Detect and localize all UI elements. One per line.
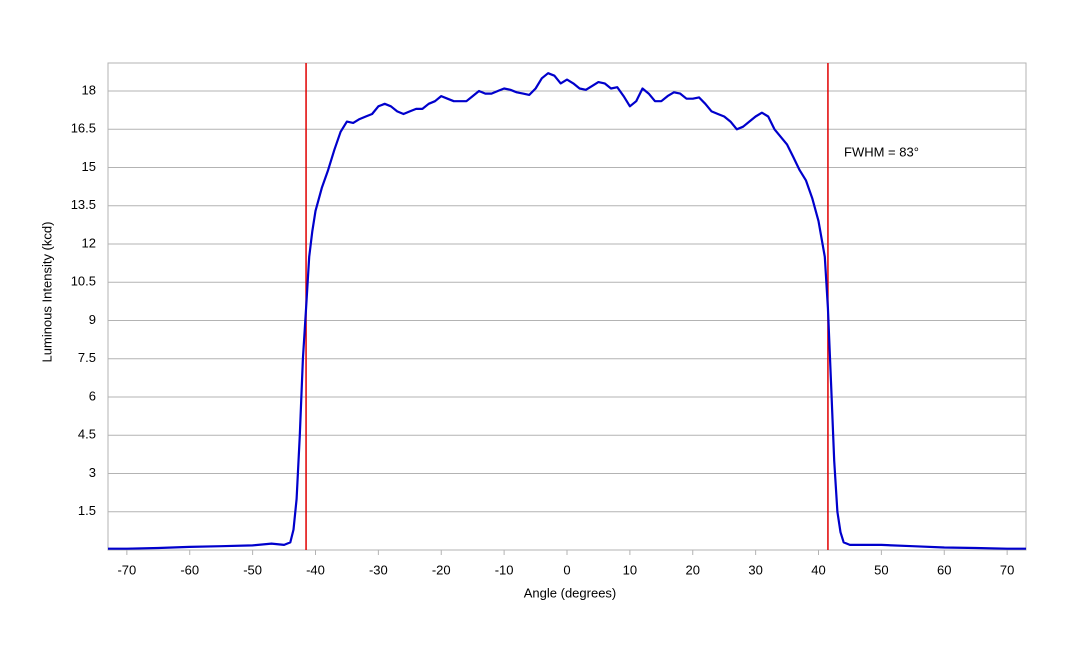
x-tick-label: 40 bbox=[811, 562, 825, 577]
x-tick-label: 30 bbox=[748, 562, 762, 577]
y-tick-label: 7.5 bbox=[78, 350, 96, 365]
annotation: FWHM = 83° bbox=[844, 144, 919, 159]
x-tick-label: -60 bbox=[180, 562, 199, 577]
y-tick-label: 4.5 bbox=[78, 427, 96, 442]
x-tick-label: -50 bbox=[243, 562, 262, 577]
y-tick-label: 9 bbox=[89, 312, 96, 327]
y-tick-label: 12 bbox=[82, 235, 96, 250]
y-tick-label: 18 bbox=[82, 82, 96, 97]
x-tick-label: 50 bbox=[874, 562, 888, 577]
x-tick-label: 10 bbox=[623, 562, 637, 577]
x-tick-label: 60 bbox=[937, 562, 951, 577]
y-tick-label: 3 bbox=[89, 465, 96, 480]
y-tick-label: 10.5 bbox=[71, 274, 96, 289]
x-tick-label: -30 bbox=[369, 562, 388, 577]
x-tick-label: 70 bbox=[1000, 562, 1014, 577]
x-tick-label: 20 bbox=[686, 562, 700, 577]
y-tick-label: 6 bbox=[89, 388, 96, 403]
x-tick-label: -70 bbox=[117, 562, 136, 577]
x-tick-label: -40 bbox=[306, 562, 325, 577]
data-line bbox=[108, 72, 1026, 550]
plot-frame bbox=[107, 62, 1027, 551]
x-axis-label: Angle (degrees) bbox=[524, 585, 617, 600]
y-tick-label: 16.5 bbox=[71, 121, 96, 136]
y-tick-label: 1.5 bbox=[78, 503, 96, 518]
x-tick-label: -10 bbox=[495, 562, 514, 577]
y-tick-label: 15 bbox=[82, 159, 96, 174]
y-tick-label: 13.5 bbox=[71, 197, 96, 212]
x-tick-label: -20 bbox=[432, 562, 451, 577]
x-tick-label: 0 bbox=[563, 562, 570, 577]
y-axis-label: Luminous Intensity (kcd) bbox=[39, 222, 54, 363]
